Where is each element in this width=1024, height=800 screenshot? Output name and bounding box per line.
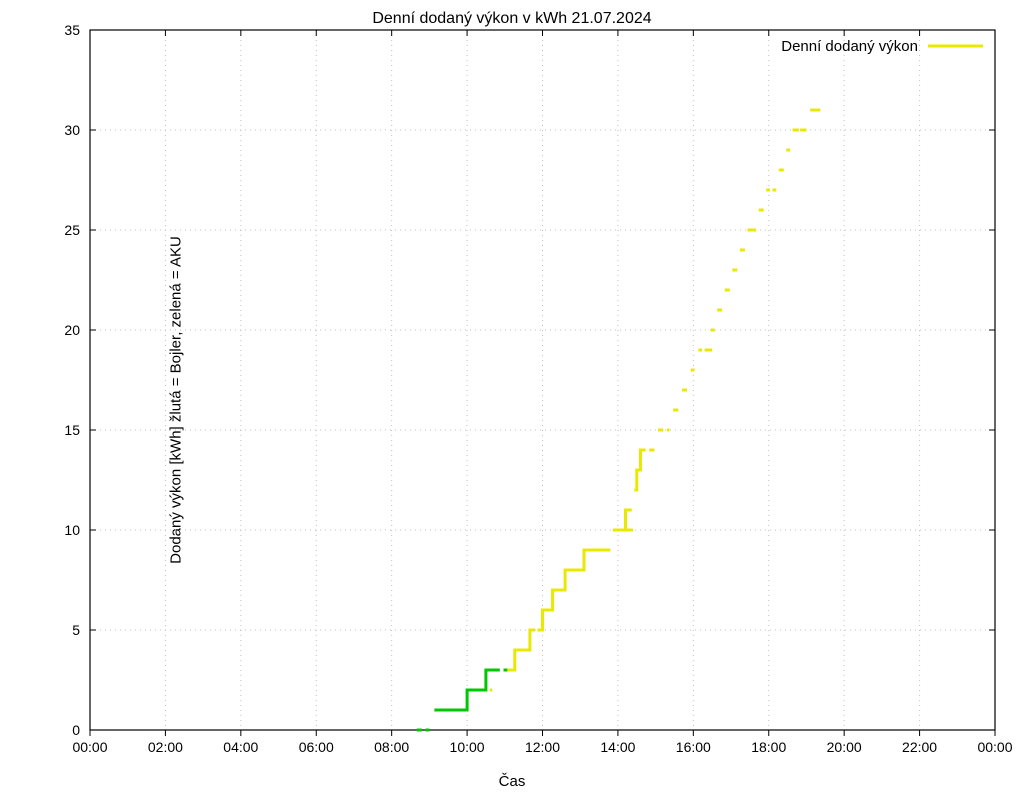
svg-text:00:00: 00:00	[72, 739, 107, 755]
svg-text:04:00: 04:00	[223, 739, 258, 755]
svg-text:14:00: 14:00	[600, 739, 635, 755]
svg-text:15: 15	[64, 422, 80, 438]
chart-plot: 00:00 02:00 04:00 06:00 08:00 10:00 12:00 14:00…	[0, 0, 1024, 800]
svg-text:16:00: 16:00	[676, 739, 711, 755]
svg-text:25: 25	[64, 222, 80, 238]
svg-text:02:00: 02:00	[148, 739, 183, 755]
svg-text:30: 30	[64, 122, 80, 138]
svg-text:10:00: 10:00	[450, 739, 485, 755]
svg-text:08:00: 08:00	[374, 739, 409, 755]
svg-text:06:00: 06:00	[299, 739, 334, 755]
svg-text:00:00: 00:00	[977, 739, 1012, 755]
svg-text:10: 10	[64, 522, 80, 538]
svg-text:0: 0	[72, 722, 80, 738]
chart-container: Denní dodaný výkon v kWh 21.07.2024 Doda…	[0, 0, 1024, 800]
svg-text:20: 20	[64, 322, 80, 338]
svg-text:35: 35	[64, 22, 80, 38]
svg-text:Denní dodaný výkon: Denní dodaný výkon	[781, 38, 918, 55]
svg-text:20:00: 20:00	[827, 739, 862, 755]
svg-text:5: 5	[72, 622, 80, 638]
svg-text:18:00: 18:00	[751, 739, 786, 755]
svg-text:22:00: 22:00	[902, 739, 937, 755]
svg-text:12:00: 12:00	[525, 739, 560, 755]
